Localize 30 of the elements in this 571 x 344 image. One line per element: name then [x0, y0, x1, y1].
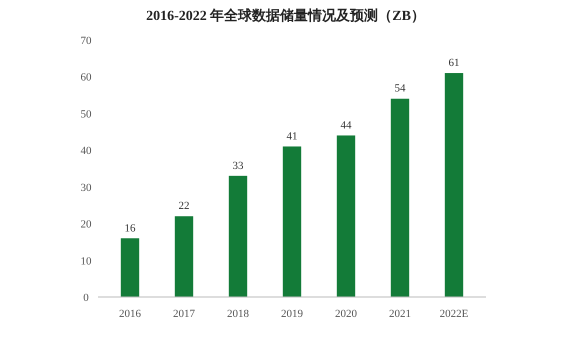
- bar: [174, 216, 194, 297]
- chart-title: 2016-2022 年全球数据储量情况及预测（ZB）: [146, 8, 425, 24]
- bar: [228, 176, 248, 297]
- bar: [444, 73, 464, 297]
- x-tick-label: 2020: [335, 308, 358, 320]
- x-tick-label: 2017: [173, 308, 196, 320]
- bar: [282, 146, 302, 297]
- x-tick-label: 2021: [389, 308, 411, 320]
- data-label: 16: [124, 222, 136, 234]
- x-tick-label: 2016: [119, 308, 142, 320]
- y-tick-label: 60: [80, 72, 92, 84]
- data-label: 61: [448, 57, 460, 70]
- data-label: 41: [286, 130, 298, 142]
- y-tick-label: 0: [83, 292, 90, 304]
- x-tick-label: 2018: [227, 308, 250, 320]
- y-tick-label: 40: [80, 145, 92, 158]
- bar: [390, 98, 410, 297]
- bar: [336, 135, 356, 297]
- y-tick-label: 50: [80, 108, 92, 120]
- x-tick-label: 2022E: [440, 308, 469, 320]
- x-tick-label: 2019: [281, 308, 304, 320]
- data-label: 54: [394, 82, 406, 95]
- data-label: 22: [178, 200, 190, 212]
- y-tick-label: 70: [80, 35, 92, 47]
- y-tick-label: 10: [80, 255, 92, 268]
- y-tick-label: 20: [80, 218, 92, 231]
- data-label: 33: [232, 160, 244, 172]
- data-label: 44: [340, 119, 352, 132]
- y-tick-label: 30: [80, 182, 92, 194]
- bar: [120, 238, 140, 297]
